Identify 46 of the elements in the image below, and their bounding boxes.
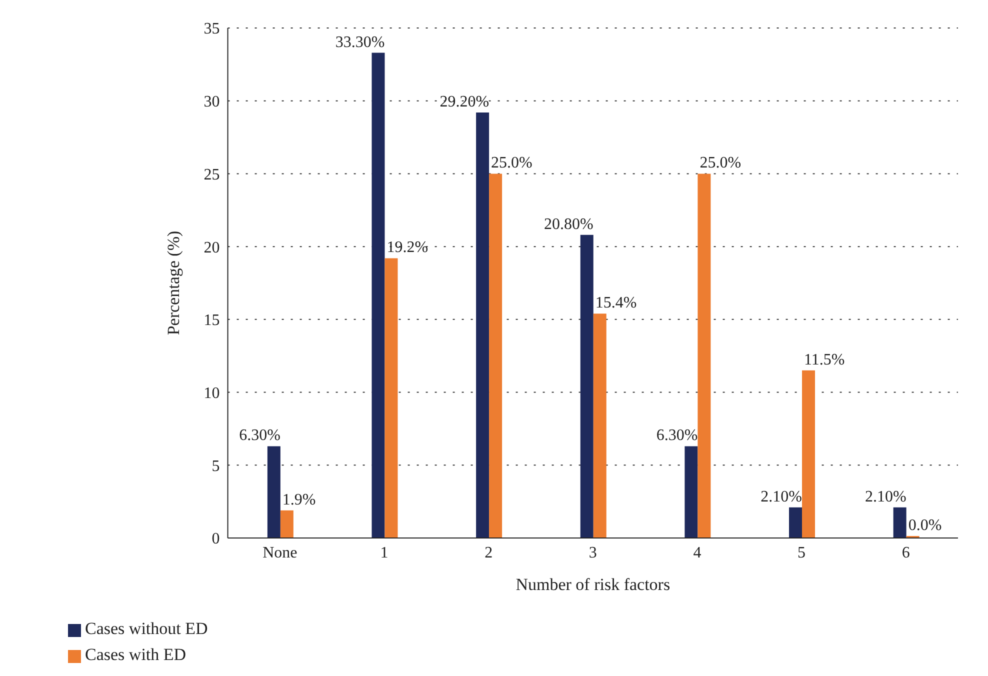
bar <box>593 314 606 538</box>
bar <box>698 174 711 538</box>
data-label: 25.0% <box>700 154 742 172</box>
legend-label: Cases without ED <box>85 619 208 638</box>
bar <box>893 507 906 538</box>
bar <box>372 52 385 538</box>
y-tick-label: 10 <box>204 384 220 402</box>
y-tick-label: 25 <box>204 166 220 184</box>
y-tick-label: 5 <box>212 458 220 475</box>
data-label: 11.5% <box>804 351 845 368</box>
x-tick-label: 3 <box>588 544 597 562</box>
y-tick-label: 30 <box>204 94 220 111</box>
data-label: 15.4% <box>595 294 637 312</box>
data-label: 0.0% <box>908 517 942 534</box>
y-tick-label: 0 <box>212 530 220 548</box>
data-label: 1.9% <box>282 491 316 508</box>
x-tick-label: 1 <box>380 544 388 562</box>
bar <box>789 507 802 538</box>
y-axis-title: Percentage (%) <box>164 230 183 336</box>
bar <box>280 510 294 538</box>
bar <box>267 446 280 538</box>
bar <box>684 446 698 538</box>
x-tick-label: None <box>262 544 298 562</box>
bar <box>580 234 594 538</box>
data-label: 6.30% <box>239 427 280 444</box>
x-tick-label: 4 <box>693 544 702 562</box>
data-label: 2.10% <box>864 488 906 506</box>
y-tick-label: 35 <box>204 20 220 38</box>
legend-label: Cases with ED <box>85 645 186 664</box>
bar <box>384 258 398 538</box>
y-tick-label: 20 <box>204 239 220 256</box>
x-tick-label: 6 <box>902 544 910 562</box>
x-tick-label: 5 <box>798 544 806 562</box>
data-label: 2.10% <box>760 488 802 506</box>
bar <box>802 370 816 538</box>
data-label: 20.80% <box>544 216 594 233</box>
bar <box>476 112 490 538</box>
data-label: 19.2% <box>386 239 428 256</box>
data-label: 29.20% <box>440 94 490 111</box>
data-label: 25.0% <box>491 154 532 172</box>
bar <box>489 174 502 538</box>
x-tick-label: 2 <box>484 544 493 562</box>
x-axis-title: Number of risk factors <box>516 575 670 594</box>
data-label: 33.30% <box>335 34 385 51</box>
data-label: 6.30% <box>656 427 698 444</box>
y-tick-label: 15 <box>204 312 220 330</box>
